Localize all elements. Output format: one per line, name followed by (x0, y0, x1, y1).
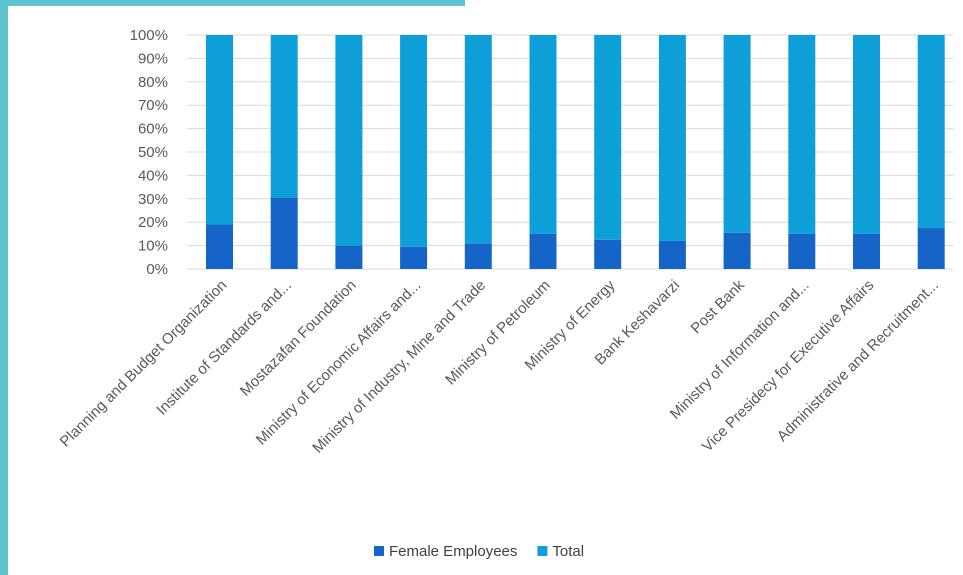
gridlines (187, 34, 954, 270)
y-tick-label: 0% (146, 261, 168, 278)
legend: Female Employees Total (374, 543, 584, 560)
y-axis-tick-labels: 0% 10% 20% 30% 40% 50% 60% 70% 80% 90% 100% (130, 27, 168, 278)
bar-total (206, 35, 233, 225)
y-tick-label: 10% (138, 238, 168, 255)
y-tick-label: 20% (138, 214, 168, 231)
bar-female-employees (206, 224, 233, 269)
bar-female-employees (853, 233, 880, 269)
y-tick-label: 50% (138, 144, 168, 161)
bars (206, 35, 945, 269)
x-category-label: Mostazafan Foundation (237, 277, 360, 400)
bar-total (788, 35, 816, 234)
bar-total (594, 35, 622, 240)
legend-swatch (537, 546, 548, 556)
legend-label: Total (552, 543, 584, 560)
y-tick-label: 30% (138, 191, 168, 208)
bar-female-employees (400, 246, 428, 269)
bar-female-employees (270, 197, 298, 269)
legend-label: Female Employees (389, 543, 517, 560)
bar-total (658, 35, 686, 241)
bar-total (917, 35, 945, 229)
bar-total (335, 35, 363, 246)
bar-total (723, 35, 751, 233)
bar-total (529, 35, 557, 234)
bar-total (270, 35, 298, 198)
x-axis-category-labels: Planning and Budget OrganizationInstitut… (57, 276, 942, 456)
x-category-label: Post Bank (688, 276, 749, 337)
y-tick-label: 80% (138, 74, 168, 91)
y-tick-label: 60% (138, 121, 168, 138)
x-category-label: Institute of Standards and... (153, 277, 295, 419)
bar-female-employees (917, 228, 945, 269)
bar-total (853, 35, 880, 234)
legend-swatch (374, 546, 384, 556)
bar-female-employees (788, 233, 816, 269)
bar-female-employees (529, 233, 557, 269)
frame-accent-top (0, 0, 465, 6)
bar-female-employees (594, 239, 622, 269)
y-tick-label: 90% (138, 50, 168, 67)
x-category-label: Ministry of Petroleum (442, 277, 554, 389)
bar-total (464, 35, 492, 244)
y-tick-label: 40% (138, 167, 168, 184)
bar-female-employees (335, 245, 363, 269)
y-tick-label: 70% (138, 97, 168, 114)
frame-accent-left (0, 0, 8, 575)
bar-total (400, 35, 428, 247)
x-category-label: Ministry of Information and... (667, 277, 813, 423)
y-tick-label: 100% (130, 27, 168, 44)
bar-female-employees (464, 243, 492, 269)
bar-female-employees (723, 232, 751, 269)
bar-female-employees (658, 240, 686, 269)
